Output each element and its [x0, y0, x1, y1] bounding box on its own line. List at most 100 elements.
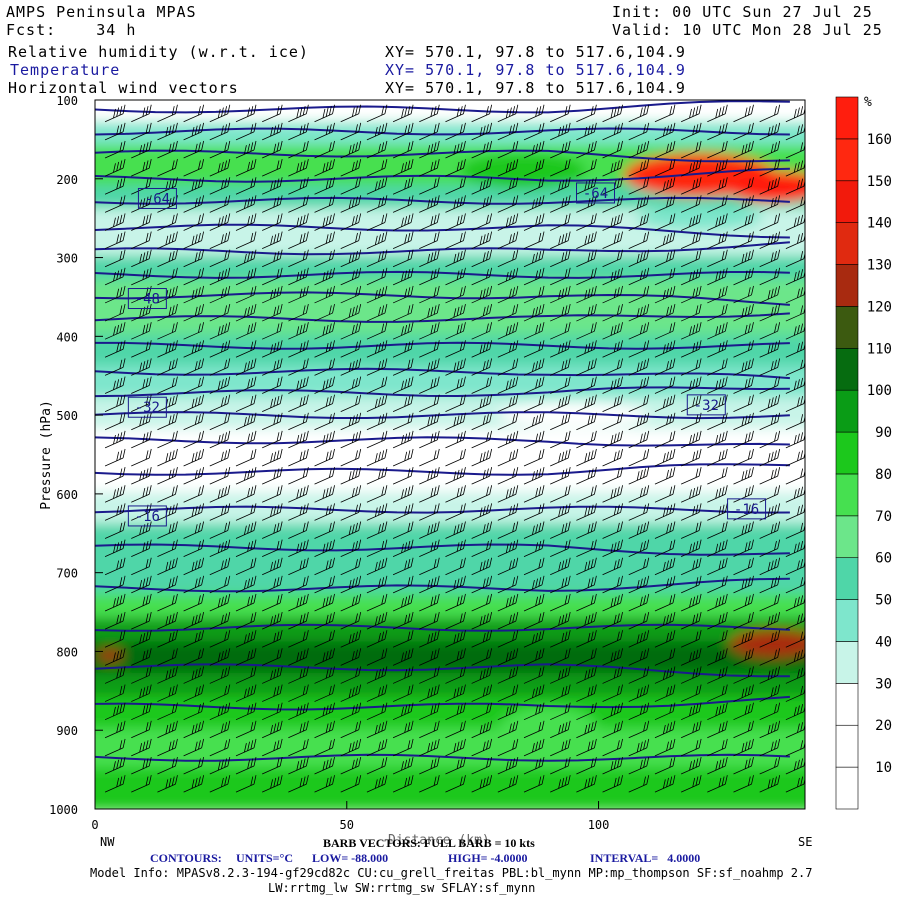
rh-band [95, 255, 805, 284]
wind-barb [602, 231, 623, 249]
contour-label-text: -64 [145, 191, 170, 207]
wind-barb [392, 557, 414, 576]
wind-barb [419, 394, 440, 413]
wind-barb [471, 267, 493, 286]
wind-barb [419, 738, 440, 757]
wind-barb [680, 376, 702, 394]
temperature-contour-line [95, 753, 790, 762]
wind-barb [602, 539, 623, 557]
wind-barb [288, 303, 309, 322]
wind-barb [104, 539, 126, 557]
wind-barb [288, 738, 309, 757]
wind-barb [445, 430, 466, 449]
wind-barb [550, 249, 571, 268]
wind-barb [471, 720, 493, 739]
wind-barb [183, 666, 205, 684]
barb-note: BARB VECTORS: FULL BARB = 10 kts [323, 836, 535, 850]
wind-barb [628, 666, 650, 684]
wind-barb [523, 575, 545, 594]
wind-barb [131, 467, 152, 485]
wind-barb [707, 557, 728, 576]
y-tick-label: 900 [56, 724, 78, 738]
wind-barb [183, 430, 205, 449]
rh-band [95, 231, 805, 260]
wind-barb [419, 557, 440, 576]
wind-barb [314, 702, 335, 721]
wind-barb [235, 376, 257, 394]
wind-barb [183, 720, 205, 739]
wind-barb [445, 521, 466, 539]
wind-barb [733, 376, 754, 394]
wind-barb [157, 159, 178, 177]
contours-label: CONTOURS: [150, 851, 222, 865]
temperature-contour-line [95, 312, 790, 323]
wind-barb [340, 285, 362, 304]
colorbar-segment [835, 599, 859, 642]
wind-barb [445, 575, 466, 594]
wind-barb [550, 376, 571, 394]
wind-barb [209, 376, 231, 394]
wind-barb [340, 231, 362, 249]
wind-barb [707, 122, 728, 141]
wind-barb [550, 448, 571, 467]
wind-barb [288, 775, 309, 793]
x-tick-label: 100 [588, 818, 610, 832]
wind-barb [209, 358, 231, 376]
wind-barb [707, 231, 728, 249]
wind-barb [235, 267, 257, 286]
wind-barb [628, 630, 650, 648]
wind-barb [340, 738, 362, 757]
wind-barb [445, 630, 466, 648]
wind-barb [314, 122, 335, 141]
wind-barb [419, 303, 440, 322]
wind-barb [366, 666, 388, 684]
wind-barb [183, 448, 205, 467]
wind-barb [235, 630, 257, 648]
temperature-contour-line [95, 543, 790, 556]
wind-barb [733, 249, 754, 268]
wind-barb [104, 756, 126, 775]
wind-barb [392, 322, 414, 340]
wind-barb [759, 756, 781, 775]
wind-barb [419, 340, 440, 358]
wind-barb [262, 467, 283, 485]
wind-barb [104, 611, 126, 630]
wind-barb [157, 756, 178, 775]
wind-barb [235, 177, 257, 195]
wind-barb [471, 648, 493, 666]
wind-barb [104, 322, 126, 340]
wind-barb [523, 720, 545, 739]
right-end-label: SE [798, 835, 812, 849]
wind-barb [445, 485, 466, 503]
rh-feature [724, 170, 805, 203]
wind-barb [707, 630, 728, 648]
wind-barb [235, 122, 257, 141]
contour-label-box [576, 182, 616, 204]
wind-barb [680, 503, 702, 521]
wind-barb [523, 358, 545, 376]
temperature-contour-line [95, 386, 790, 398]
wind-barb [497, 340, 519, 358]
wind-barb [340, 521, 362, 539]
wind-barb [392, 485, 414, 503]
axes: 100 200 300 400 500 600 700 800 900 1000 0 50 100 [49, 94, 609, 832]
temperature-contours [95, 100, 790, 762]
rh-feature [497, 403, 649, 427]
wind-barb [628, 195, 650, 213]
wind-barb [733, 285, 754, 304]
wind-barb [680, 358, 702, 376]
rh-band [95, 617, 805, 646]
wind-barb [340, 159, 362, 177]
wind-barb [733, 684, 754, 702]
rh-feature [460, 153, 586, 189]
wind-barb [104, 412, 126, 431]
wind-barb [235, 756, 257, 775]
rh-band [95, 767, 805, 809]
wind-barb [235, 285, 257, 304]
wind-barb [419, 666, 440, 684]
wind-barb [262, 213, 283, 231]
wind-barb [759, 285, 781, 304]
wind-barb [523, 340, 545, 358]
wind-barb [759, 177, 781, 195]
wind-barb [707, 611, 728, 630]
